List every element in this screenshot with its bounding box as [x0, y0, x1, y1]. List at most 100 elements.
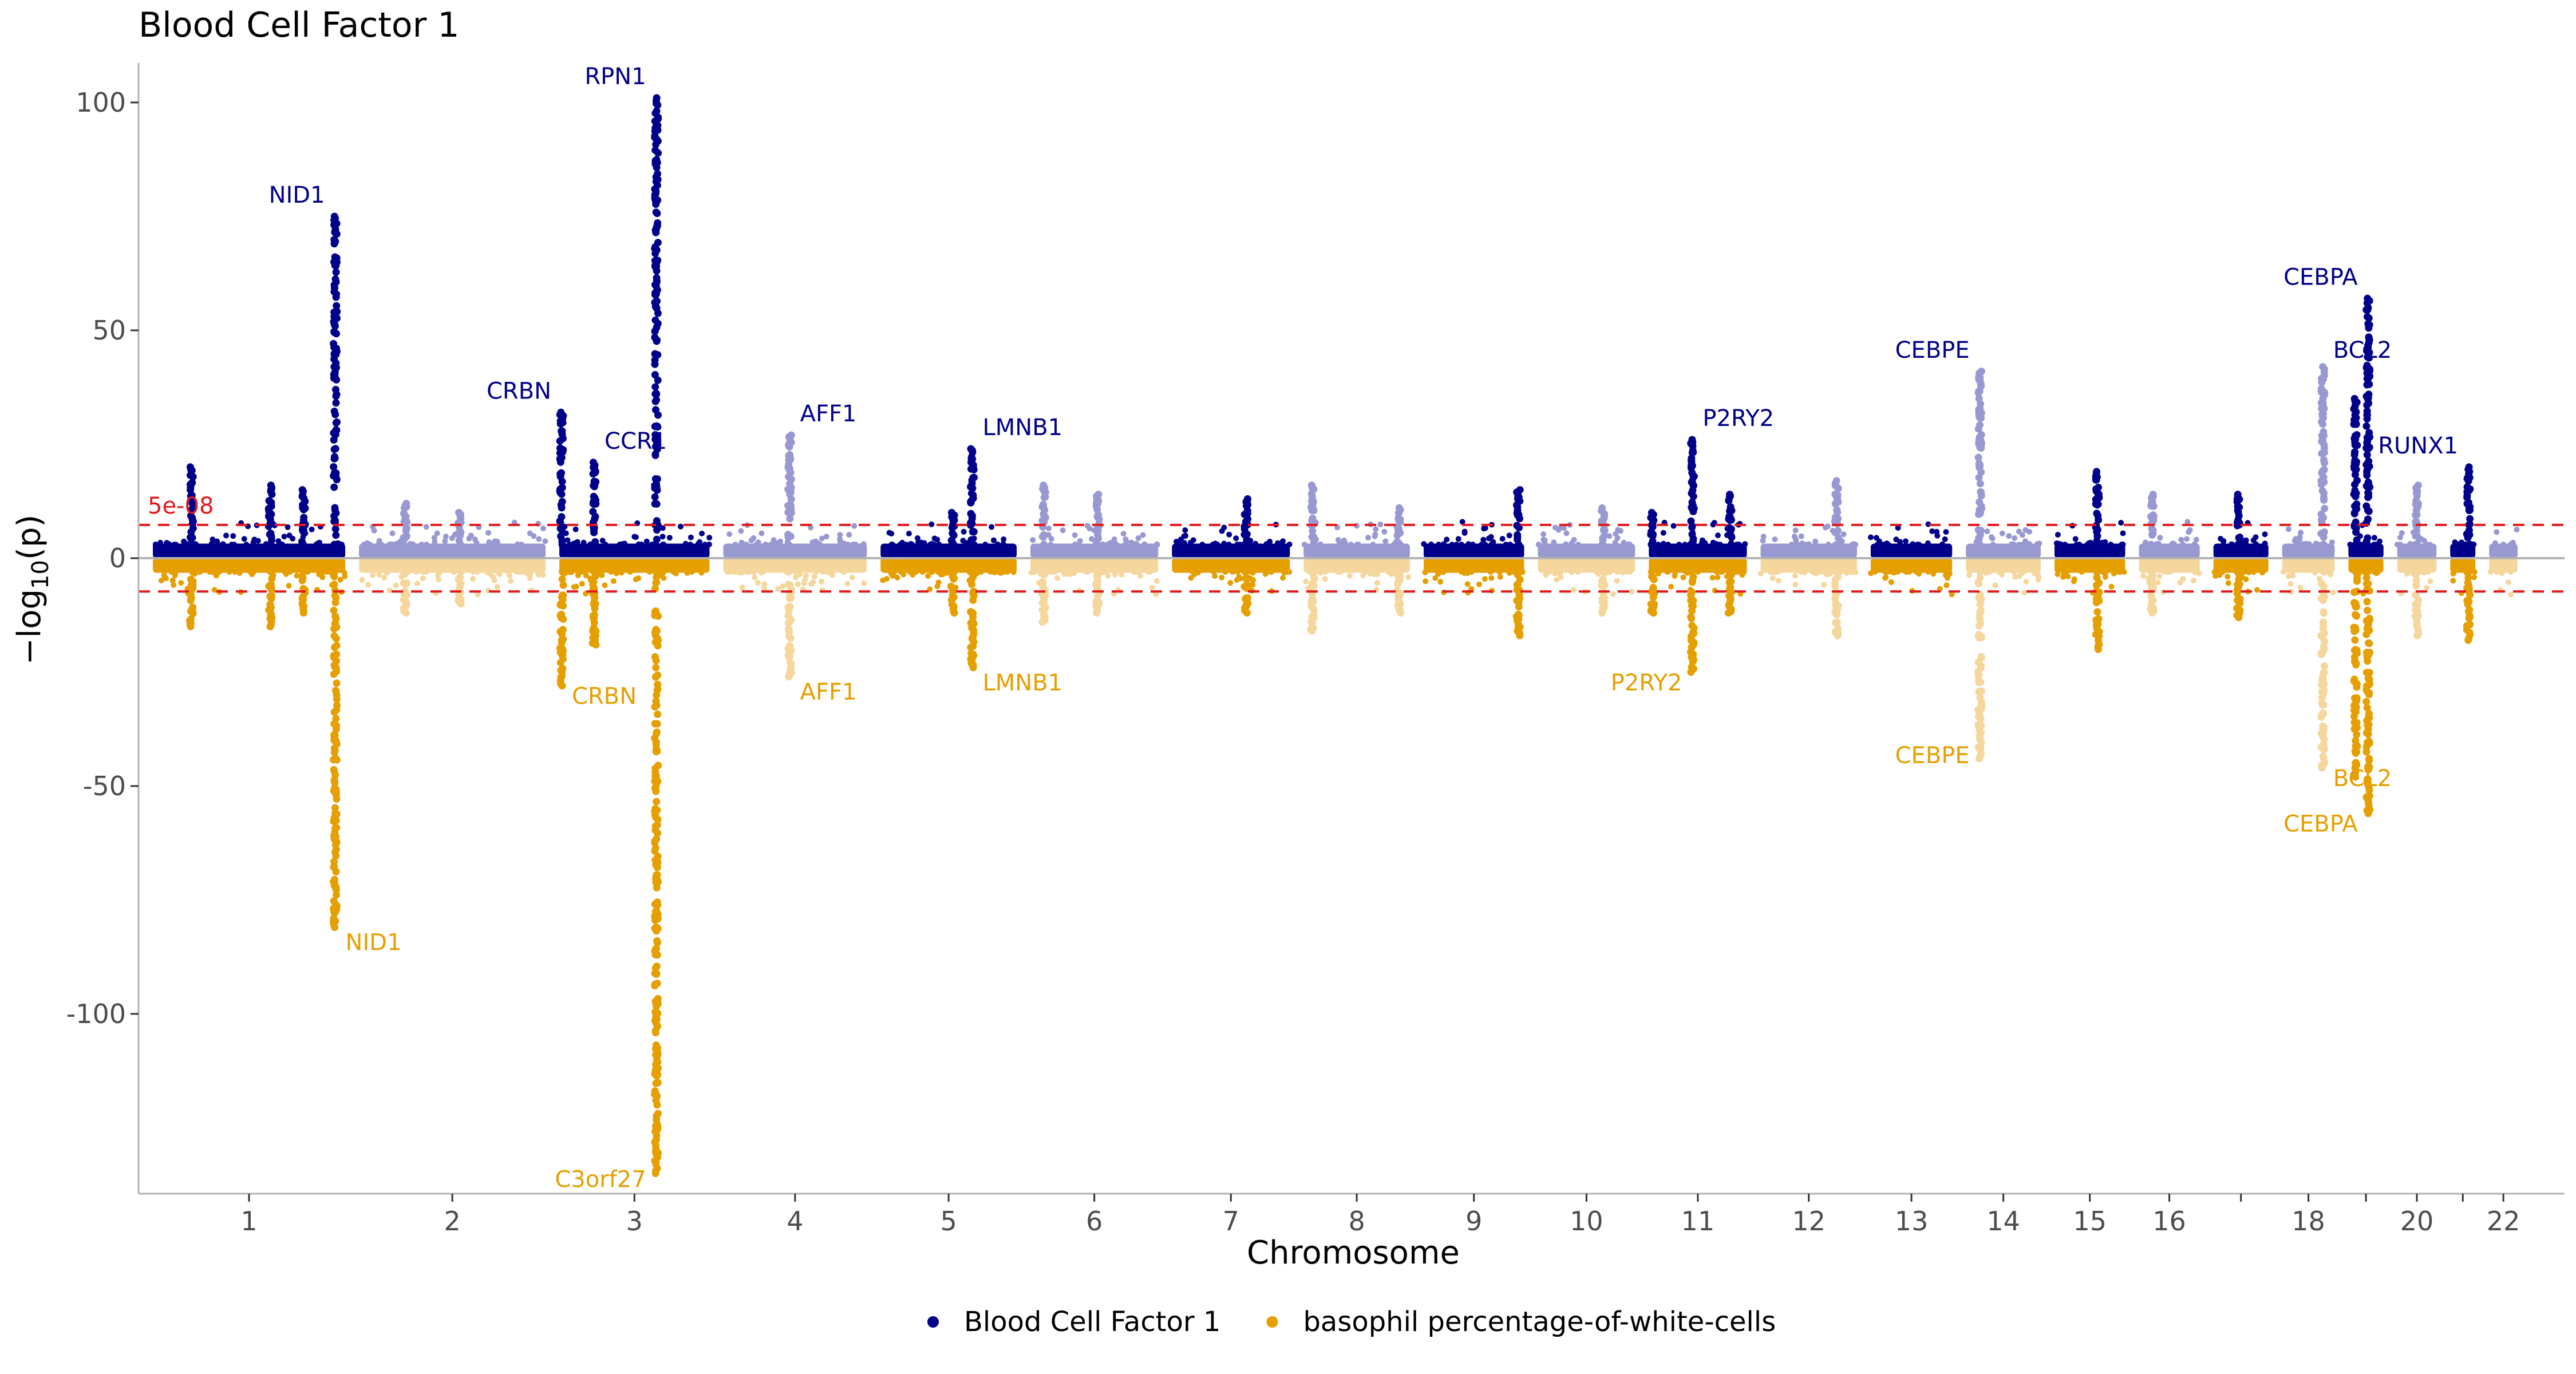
snp-point [982, 542, 989, 547]
snp-point [1610, 591, 1616, 597]
snp-point [2011, 568, 2017, 575]
chr-9-band-factor [1421, 519, 1524, 558]
snp-point [1046, 568, 1053, 575]
gene-label-rpn1: RPN1 [584, 64, 646, 90]
snp-point [2365, 626, 2373, 634]
gene-label-p2ry2: P2RY2 [1611, 670, 1682, 696]
snp-point [1563, 530, 1570, 536]
snp-point [590, 477, 598, 485]
peak-chr21-31 [2463, 463, 2474, 644]
snp-point [1093, 609, 1100, 617]
snp-point [1976, 568, 1984, 576]
peak-chr5-10 [967, 445, 978, 672]
snp-point [1506, 570, 1512, 576]
snp-point [2071, 578, 2077, 585]
snp-point [1831, 490, 1839, 498]
snp-point [536, 536, 542, 542]
snp-point [897, 541, 903, 547]
snp-point [275, 538, 282, 544]
snp-point [1040, 540, 1048, 548]
snp-point [317, 539, 322, 546]
snp-point [1772, 536, 1778, 542]
snp-point [2148, 609, 2156, 617]
snp-point [1437, 579, 1444, 585]
snp-point [1726, 491, 1734, 499]
snp-point [1872, 568, 1878, 575]
snp-point [1120, 531, 1127, 537]
snp-point [1614, 578, 1620, 584]
snp-point [2289, 568, 2296, 575]
snp-point [653, 907, 661, 915]
snp-point [733, 569, 739, 575]
snp-point [852, 542, 859, 548]
snp-point [2358, 542, 2364, 548]
snp-point [653, 210, 661, 218]
snp-point [2463, 530, 2471, 538]
chr-12-band-basophil [1757, 558, 1859, 588]
snp-point [2093, 510, 2101, 518]
snp-point [1974, 633, 1982, 641]
snp-point [1123, 538, 1129, 544]
snp-point [2177, 579, 2183, 586]
snp-point [1455, 536, 1461, 542]
snp-point [1153, 541, 1160, 547]
snp-point [1178, 536, 1184, 543]
snp-point [2353, 731, 2361, 739]
snp-point [188, 514, 196, 522]
snp-point [785, 627, 793, 635]
chr-11-band-factor [1649, 519, 1748, 558]
snp-point [1570, 587, 1577, 593]
snp-point [376, 542, 381, 548]
snp-point [1250, 570, 1256, 576]
chr-11-band-basophil [1649, 558, 1747, 597]
snp-point [487, 540, 493, 547]
snp-point [635, 541, 642, 547]
snp-point [457, 600, 465, 608]
snp-point [187, 575, 195, 583]
snp-point [2371, 542, 2377, 548]
snp-point [1262, 571, 1269, 577]
snp-point [556, 645, 564, 653]
gene-label-bcl2: BCL2 [2333, 765, 2392, 792]
x-tick-label: 14 [1986, 1206, 2020, 1237]
snp-point [187, 534, 194, 542]
snp-point [750, 535, 757, 541]
snp-point [651, 484, 659, 492]
snp-point [768, 542, 774, 547]
snp-point [2500, 542, 2507, 548]
baseline-band [1760, 543, 1857, 558]
snp-point [1497, 574, 1503, 580]
snp-point [2233, 586, 2241, 594]
snp-point [2363, 598, 2371, 606]
snp-point [2320, 662, 2328, 670]
snp-point [2377, 538, 2383, 544]
snp-point [651, 226, 659, 234]
snp-point [1137, 572, 1144, 579]
snp-point [969, 474, 977, 481]
snp-point [2350, 599, 2358, 607]
snp-point [1974, 578, 1982, 586]
snp-point [654, 411, 662, 419]
snp-point [1394, 580, 1402, 588]
snp-point [558, 504, 566, 512]
snp-point [1004, 569, 1010, 575]
snp-point [1337, 542, 1343, 548]
snp-point [2008, 541, 2014, 547]
peak-chr8-16 [1393, 504, 1405, 617]
snp-point [1612, 539, 1618, 546]
snp-point [660, 568, 666, 575]
snp-point [2254, 587, 2260, 593]
snp-point [651, 493, 659, 501]
snp-point [2363, 361, 2371, 369]
snp-point [653, 728, 661, 736]
snp-point [1077, 538, 1083, 544]
snp-point [470, 576, 476, 582]
snp-point [436, 577, 442, 583]
snp-point [653, 286, 661, 294]
snp-point [2508, 591, 2514, 598]
snp-point [934, 583, 941, 590]
chr-20-band-factor [2394, 529, 2437, 558]
snp-point [1792, 536, 1799, 542]
snp-point [2363, 653, 2371, 661]
baseline-band [1966, 543, 2041, 558]
